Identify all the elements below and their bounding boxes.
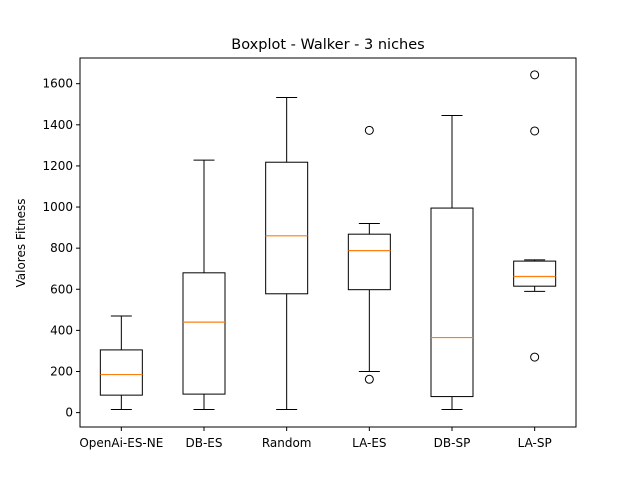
x-tick-label: Random (262, 436, 312, 450)
box (513, 260, 557, 287)
x-tick-label: LA-SP (518, 436, 552, 450)
y-tick-label: 200 (50, 364, 73, 378)
plot-area: 0 200 400 600 800 1000 1200 1400 1600 OpenAi-ES-N… (42, 57, 577, 450)
y-tick-label: 400 (50, 323, 73, 337)
flier-point (530, 126, 540, 136)
y-tick-label: 600 (50, 282, 73, 296)
chart-title: Boxplot - Walker - 3 niches (231, 37, 424, 53)
y-tick-label: 1200 (42, 159, 73, 173)
y-tick-label: 1600 (42, 77, 73, 91)
y-axis-label: Valores Fitness (14, 199, 28, 288)
x-tick-label: DB-SP (434, 436, 471, 450)
box (347, 233, 391, 291)
axes-frame (79, 57, 577, 428)
y-tick-label: 800 (50, 241, 73, 255)
x-tick-label: DB-ES (185, 436, 222, 450)
box (430, 207, 474, 398)
box (265, 161, 309, 295)
flier-point (530, 70, 540, 80)
flier-point (364, 125, 374, 135)
box (99, 349, 143, 396)
box (182, 272, 226, 395)
flier-point (364, 374, 374, 384)
x-tick-label: LA-ES (352, 436, 386, 450)
y-tick-label: 1000 (42, 200, 73, 214)
x-tick-label: OpenAi-ES-NE (79, 436, 163, 450)
y-tick-label: 1400 (42, 118, 73, 132)
y-tick-label: 0 (65, 406, 73, 420)
flier-point (530, 352, 540, 362)
